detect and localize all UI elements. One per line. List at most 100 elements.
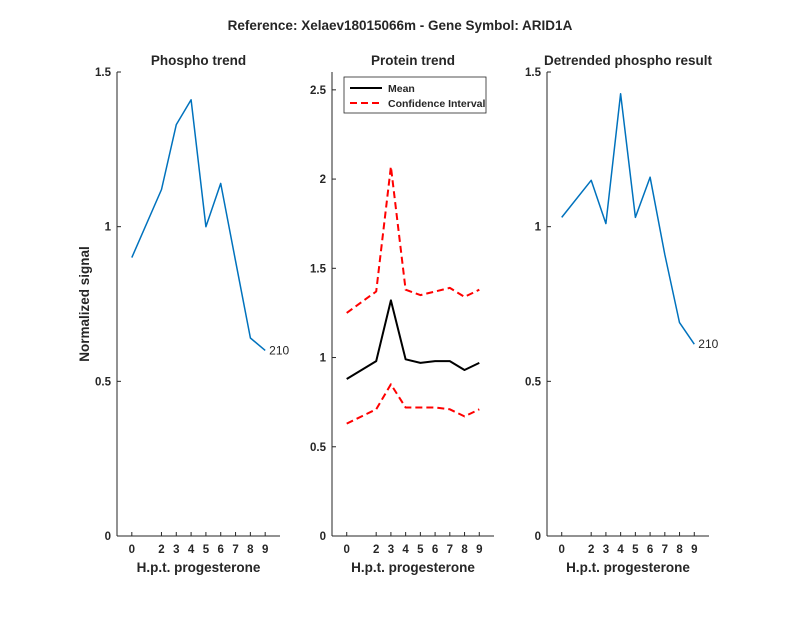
x-tick-label: 6 [432,544,438,556]
y-axis-label: Normalized signal [77,246,92,362]
x-tick-label: 7 [662,544,668,556]
legend-label: Confidence Interval [388,98,486,110]
series-line-mean [346,299,480,380]
x-tick-label: 6 [647,544,653,556]
data-point [634,216,636,218]
data-point [405,289,407,291]
data-point [346,312,348,314]
figure-suptitle: Reference: Xelaev18015066m - Gene Symbol… [228,18,573,33]
data-point [449,360,451,362]
data-point [693,343,695,345]
chart-panel-1: 0 0.5 1 1.5 0 2 3 4 5 6 7 8 9 Phospho trend H.p.t. pro… [77,53,290,575]
x-tick-label: 8 [461,544,468,556]
data-point [220,182,222,184]
x-tick-label: 6 [218,544,224,556]
y-tick-label: 1.5 [95,67,112,79]
series-line-phospho [131,99,266,351]
x-tick-label: 2 [158,544,164,556]
x-tick-label: 8 [247,544,254,556]
chart-panel-3: 0 0.5 1 1.5 0 2 3 4 5 6 7 8 9 Detrended phospho resul… [525,53,719,575]
data-point [464,415,466,417]
x-tick-label: 9 [691,544,697,556]
data-point [605,223,607,225]
x-tick-label: 4 [617,544,624,556]
x-axis-label: H.p.t. progesterone [137,560,261,575]
x-tick-label: 9 [476,544,482,556]
series-end-label: 210 [269,343,289,357]
data-point [620,93,622,95]
x-tick-label: 3 [173,544,179,556]
y-tick-label: 0 [320,531,326,543]
y-tick-label: 0 [105,531,111,543]
x-tick-label: 2 [588,544,594,556]
data-point [190,99,192,101]
y-tick-label: 1.5 [310,263,327,275]
x-tick-label: 4 [188,544,195,556]
y-tick-label: 1 [535,222,542,234]
x-axis-label: H.p.t. progesterone [566,560,690,575]
data-point [390,383,392,385]
data-point [649,176,651,178]
x-tick-label: 0 [559,544,565,556]
data-point [131,257,133,259]
y-tick-label: 2.5 [310,85,327,97]
x-tick-label: 7 [232,544,238,556]
series-line-confidence-interval [346,165,480,314]
x-tick-label: 5 [203,544,210,556]
data-point [419,294,421,296]
x-tick-label: 0 [129,544,135,556]
data-point [419,362,421,364]
data-point [405,407,407,409]
data-point [464,296,466,298]
data-point [390,166,392,168]
data-point [449,287,451,289]
data-point [235,260,237,262]
data-point [375,360,377,362]
y-tick-label: 1 [105,222,112,234]
x-tick-label: 3 [603,544,609,556]
x-tick-label: 5 [632,544,639,556]
data-point [434,407,436,409]
chart-title: Detrended phospho result [544,53,713,68]
data-point [434,360,436,362]
data-point [375,408,377,410]
data-point [590,179,592,181]
data-point [205,226,207,228]
series-end-label: 210 [698,337,718,351]
data-point [478,408,480,410]
data-point [419,407,421,409]
data-point [464,369,466,371]
legend-box [343,76,487,114]
chart-title: Protein trend [371,53,455,68]
data-point [249,337,251,339]
data-point [375,291,377,293]
data-point [449,408,451,410]
legend-label: Mean [388,83,415,95]
x-tick-label: 8 [676,544,683,556]
data-point [264,349,266,351]
y-tick-label: 1.5 [525,67,542,79]
legend: Mean Confidence Interval [343,76,487,114]
y-tick-label: 0.5 [525,376,542,388]
y-tick-label: 1 [320,353,327,365]
x-tick-label: 9 [262,544,268,556]
data-point [478,289,480,291]
series-line-confidence-interval-lower [346,383,480,425]
x-axis-label: H.p.t. progesterone [351,560,475,575]
y-tick-label: 0.5 [95,376,112,388]
data-point [478,362,480,364]
x-tick-label: 5 [417,544,424,556]
data-point [175,124,177,126]
data-point [160,189,162,191]
chart-title: Phospho trend [151,53,246,68]
y-tick-label: 2 [320,174,326,186]
data-point [346,423,348,425]
x-tick-label: 3 [388,544,394,556]
data-point [346,378,348,380]
x-tick-label: 7 [447,544,453,556]
data-point [561,216,563,218]
data-point [664,254,666,256]
data-point [390,299,392,301]
